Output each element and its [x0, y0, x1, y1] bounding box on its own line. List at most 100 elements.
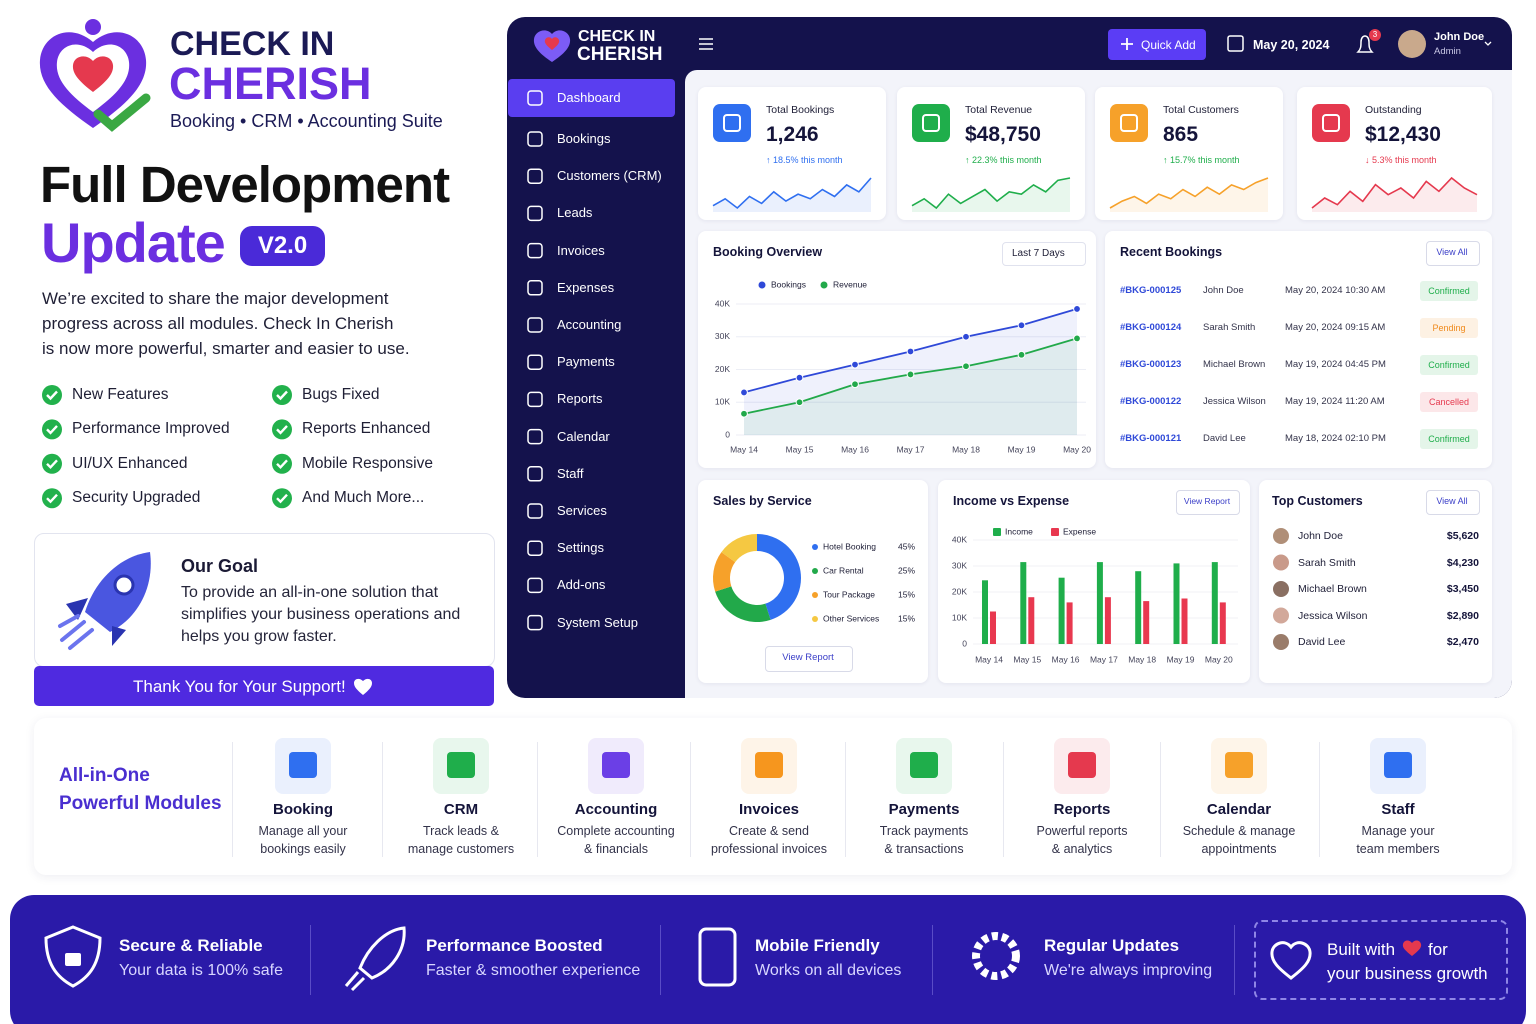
built-line2: for [1428, 940, 1448, 959]
module-divider [537, 742, 538, 857]
footer-divider [660, 925, 661, 995]
logo [39, 19, 151, 132]
check-icon [42, 488, 62, 509]
customer-amount: $3,450 [1446, 583, 1479, 595]
customer-name: David Lee [1298, 636, 1346, 648]
headline-line1: Full Development [40, 156, 450, 213]
module-desc: manage customers [407, 842, 515, 856]
range-select[interactable] [1002, 242, 1086, 266]
booking-id: #BKG-000122 [1120, 396, 1182, 408]
kpi-change: ↓ 5.3% this month [1365, 155, 1437, 165]
module-name: Calendar [1206, 801, 1272, 818]
module-divider [382, 742, 383, 857]
quick-add-text: Quick Add [1141, 38, 1196, 52]
nav-item[interactable]: Leads [557, 205, 593, 221]
dash-brand-line2: CHERISH [577, 44, 663, 65]
customer-name: Sarah Smith [1298, 556, 1356, 569]
feature-item: Mobile Responsive [302, 454, 433, 472]
kpi-value: $12,430 [1365, 123, 1441, 146]
goal-title: Our Goal [181, 556, 259, 576]
module-divider [690, 742, 691, 857]
module-desc: team members [1356, 842, 1440, 856]
kpi-value: $48,750 [965, 123, 1041, 146]
intro-line: progress across all modules. Check In Ch… [42, 313, 394, 333]
version-badge: V2.0 [240, 226, 325, 266]
feature-item: New Features [72, 386, 169, 403]
modules-card [34, 718, 1512, 875]
view-all-button-text: View All [1436, 247, 1468, 257]
module-desc: & transactions [884, 842, 964, 856]
date-text: May 20, 2024 [1253, 38, 1330, 52]
customer-name: John Doe [1298, 530, 1343, 542]
nav-item[interactable]: Add-ons [557, 577, 606, 593]
footer-title: Performance Boosted [426, 936, 603, 955]
module-name: Payments [888, 801, 960, 818]
nav-item[interactable]: Accounting [557, 317, 622, 332]
footer-title: Regular Updates [1044, 936, 1180, 955]
check-mark [46, 425, 58, 435]
check-icon [272, 385, 292, 405]
status-badge: Cancelled [1420, 392, 1478, 413]
view-all-button[interactable] [1426, 490, 1480, 515]
card-title: Income vs Expense [953, 494, 1070, 508]
nav-item[interactable]: Bookings [557, 131, 611, 146]
check-icon [42, 453, 62, 474]
check-mark [46, 390, 58, 401]
feature-item: Security Upgraded [72, 489, 201, 507]
module-name: Staff [1381, 801, 1415, 818]
check-mark [46, 493, 58, 504]
module-divider [1160, 742, 1161, 857]
booking-date: May 19, 2024 11:20 AM [1285, 396, 1385, 408]
kpi-label: Total Customers [1163, 104, 1239, 116]
footer-divider [932, 925, 933, 995]
nav-item[interactable]: Customers (CRM) [557, 168, 662, 184]
view-report-button[interactable] [765, 646, 853, 672]
feature-item: And Much More... [302, 489, 425, 507]
booking-id: #BKG-000124 [1120, 322, 1182, 334]
module-name: Invoices [738, 801, 800, 818]
check-icon [42, 419, 62, 440]
nav-item[interactable]: Calendar [557, 428, 610, 444]
nav-item[interactable]: Expenses [557, 279, 615, 295]
customer-amount: $2,890 [1446, 609, 1479, 622]
footer-title: Secure & Reliable [119, 936, 263, 955]
view-all-button-text: View All [1436, 496, 1468, 506]
module-desc: Track payments [879, 824, 969, 838]
booking-date: May 20, 2024 10:30 AM [1285, 285, 1386, 296]
check-mark [46, 459, 58, 470]
thanks-button[interactable] [34, 666, 494, 706]
nav-item[interactable]: Staff [557, 465, 584, 481]
footer-text: Works on all devices [755, 962, 902, 979]
customer-amount: $2,470 [1446, 636, 1479, 648]
module-desc: bookings easily [260, 842, 346, 856]
module-desc: Create & send [729, 824, 809, 838]
card-title: Top Customers [1272, 494, 1363, 508]
built-box [1254, 920, 1508, 1000]
nav-item[interactable]: Services [557, 503, 607, 518]
kpi-change: ↑ 18.5% this month [766, 155, 843, 165]
kpi-label: Total Revenue [965, 104, 1033, 116]
customer-name: Jessica Wilson [1298, 609, 1368, 622]
view-report-button-text: View Report [1183, 496, 1231, 506]
module-desc: appointments [1201, 842, 1277, 856]
nav-item[interactable]: System Setup [557, 614, 638, 630]
footer-text: Your data is 100% safe [119, 962, 283, 979]
nav-item[interactable]: Reports [557, 391, 603, 407]
view-report-button[interactable] [1176, 490, 1240, 515]
check-mark [276, 425, 288, 435]
kpi-change: ↑ 22.3% this month [965, 155, 1042, 165]
module-divider [845, 742, 846, 857]
nav-item[interactable]: Settings [557, 540, 604, 556]
nav-item[interactable]: Payments [557, 354, 615, 370]
goal-text: To provide an all-in-one solution that [181, 584, 439, 601]
kpi-value: 865 [1163, 123, 1199, 146]
footer-text: Faster & smoother experience [426, 962, 641, 979]
goal-text: simplifies your business operations and [181, 606, 461, 623]
modules-title: Powerful Modules [59, 793, 222, 814]
view-all-button[interactable] [1426, 241, 1480, 266]
check-icon [272, 453, 292, 474]
card-title: Recent Bookings [1120, 245, 1223, 259]
nav-item[interactable]: Dashboard [557, 90, 621, 105]
nav-item[interactable]: Invoices [557, 242, 605, 258]
booking-overview-card [698, 231, 1096, 468]
